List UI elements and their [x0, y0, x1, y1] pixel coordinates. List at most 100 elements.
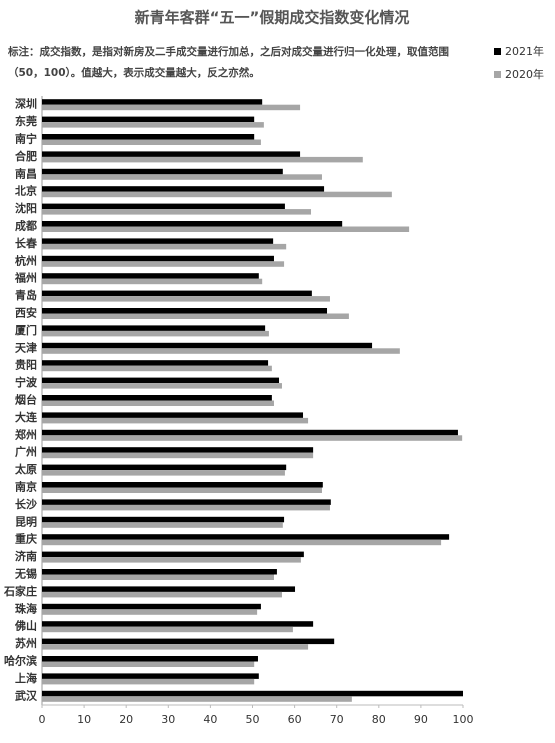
bar — [42, 435, 463, 441]
bar — [42, 104, 301, 111]
bar — [42, 348, 400, 354]
y-tick-label: 珠海 — [15, 601, 37, 615]
bar — [42, 417, 309, 424]
bar — [42, 209, 312, 215]
bar — [42, 400, 274, 406]
bar — [42, 273, 259, 279]
bar — [42, 174, 322, 180]
bar — [42, 522, 283, 528]
y-tick-label: 石家庄 — [3, 584, 37, 598]
x-tick-label: 100 — [453, 713, 474, 726]
y-tick-label: 烟台 — [15, 393, 37, 407]
bar — [42, 621, 314, 627]
x-tick-label: 90 — [414, 713, 428, 726]
bar — [42, 203, 285, 210]
bar — [42, 638, 335, 645]
bar — [42, 278, 263, 285]
bar — [42, 377, 280, 384]
y-tick-label: 长春 — [15, 236, 38, 250]
y-tick-label: 上海 — [15, 671, 37, 685]
y-tick-label: 福州 — [14, 271, 37, 285]
bar — [42, 586, 296, 592]
bar — [42, 539, 442, 546]
bar — [42, 696, 352, 702]
bar — [42, 470, 285, 476]
y-tick-label: 佛山 — [14, 619, 37, 633]
x-tick-label: 60 — [288, 713, 302, 726]
legend-label: 2021年 — [505, 44, 544, 58]
bar — [42, 238, 274, 244]
y-tick-label: 无锡 — [14, 567, 37, 581]
bar — [42, 673, 259, 679]
x-tick-label: 20 — [119, 713, 133, 726]
y-tick-label: 杭州 — [15, 253, 37, 267]
bar — [42, 261, 285, 267]
bar — [42, 661, 255, 667]
y-tick-label: 长沙 — [15, 497, 37, 511]
legend-swatch — [494, 71, 501, 78]
bar — [42, 656, 258, 662]
bar — [42, 226, 410, 232]
bar — [42, 313, 349, 319]
bar — [42, 482, 323, 488]
bar — [42, 429, 458, 436]
y-tick-label: 西安 — [15, 306, 37, 320]
legend-swatch — [494, 48, 501, 55]
x-tick-label: 30 — [161, 713, 175, 726]
bar — [42, 487, 322, 493]
y-tick-label: 成都 — [15, 219, 37, 233]
bar — [42, 330, 269, 337]
bar — [42, 574, 274, 580]
x-tick-label: 50 — [246, 713, 260, 726]
y-tick-label: 武汉 — [15, 688, 38, 702]
bar — [42, 325, 266, 331]
chart-title: 新青年客群“五一”假期成交指数变化情况 — [135, 9, 410, 27]
bar — [42, 186, 325, 192]
y-tick-label: 青岛 — [15, 288, 37, 302]
y-tick-label: 东莞 — [15, 114, 37, 128]
y-tick-label: 贵阳 — [15, 358, 37, 372]
bar — [42, 296, 330, 302]
bar — [42, 504, 330, 511]
bar — [42, 191, 392, 198]
bar — [42, 464, 287, 471]
y-tick-label: 重庆 — [15, 532, 37, 546]
bar — [42, 644, 309, 650]
y-tick-label: 深圳 — [15, 97, 37, 111]
bar — [42, 516, 285, 523]
bar — [42, 122, 264, 128]
bar — [42, 116, 255, 123]
x-tick-label: 0 — [39, 713, 46, 726]
x-tick-label: 80 — [372, 713, 386, 726]
y-tick-label: 苏州 — [15, 636, 37, 650]
legend-label: 2020年 — [505, 67, 544, 81]
note-line: 标注：成交指数，是指对新房及二手成交量进行加总，之后对成交量进行归一化处理，取值… — [7, 45, 449, 58]
bar — [42, 156, 363, 163]
y-tick-label: 太原 — [14, 462, 37, 476]
y-tick-label: 昆明 — [15, 515, 37, 528]
y-tick-label: 南宁 — [15, 132, 37, 146]
bar — [42, 447, 314, 453]
bar — [42, 395, 272, 401]
y-tick-label: 哈尔滨 — [4, 654, 37, 668]
bar — [42, 365, 272, 372]
bar — [42, 243, 287, 250]
bar — [42, 342, 373, 349]
bar — [42, 557, 301, 563]
bar — [42, 99, 263, 105]
bar — [42, 412, 304, 418]
y-tick-label: 广州 — [15, 445, 37, 459]
x-tick-label: 70 — [330, 713, 344, 726]
y-tick-label: 南昌 — [15, 166, 37, 180]
bar — [42, 151, 301, 157]
y-tick-label: 宁波 — [15, 375, 38, 389]
bar — [42, 383, 282, 389]
y-tick-label: 郑州 — [15, 427, 37, 441]
bar — [42, 690, 463, 697]
y-tick-label: 济南 — [15, 549, 37, 563]
bar — [42, 139, 261, 145]
y-tick-label: 天津 — [15, 340, 37, 354]
bar — [42, 290, 312, 297]
bar — [42, 452, 314, 459]
